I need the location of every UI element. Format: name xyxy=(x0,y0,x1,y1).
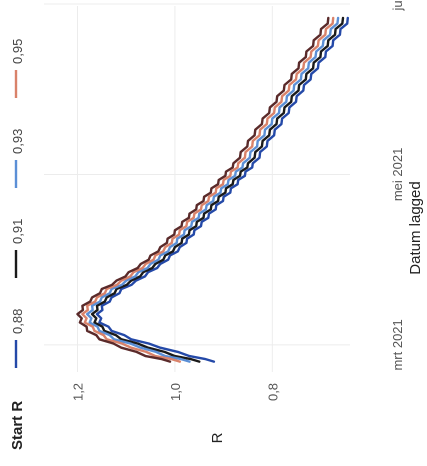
x-tick-label: mei 2021 xyxy=(390,148,405,201)
y-tick-label: 1,0 xyxy=(168,383,183,401)
series-line-4 xyxy=(81,16,335,363)
y-tick-label: 1,2 xyxy=(70,383,85,401)
legend-label: 0,93 xyxy=(10,129,25,154)
x-axis-title: Datum lagged xyxy=(407,181,424,274)
series-line-5 xyxy=(76,16,330,363)
legend-label: 0,88 xyxy=(10,309,25,334)
x-tick-label: jul xyxy=(390,0,405,12)
series-line-2 xyxy=(90,16,345,363)
series-layer xyxy=(76,16,349,363)
y-axis-title: R xyxy=(209,432,226,443)
legend-label: 0,95 xyxy=(10,39,25,64)
legend: Start R 0,88 0,91 0,93 0,95 xyxy=(9,39,26,450)
x-axis-ticks: mrt 2021 mei 2021 jul xyxy=(390,0,405,371)
x-tick-label: mrt 2021 xyxy=(390,319,405,370)
legend-label: 0,91 xyxy=(10,219,25,244)
grid xyxy=(44,3,350,372)
y-tick-label: 0,8 xyxy=(265,383,280,401)
series-line-1 xyxy=(95,16,349,363)
legend-title: Start R xyxy=(9,401,26,450)
y-axis-ticks: 1,2 1,0 0,8 xyxy=(70,383,280,401)
series-line-3 xyxy=(86,16,340,363)
